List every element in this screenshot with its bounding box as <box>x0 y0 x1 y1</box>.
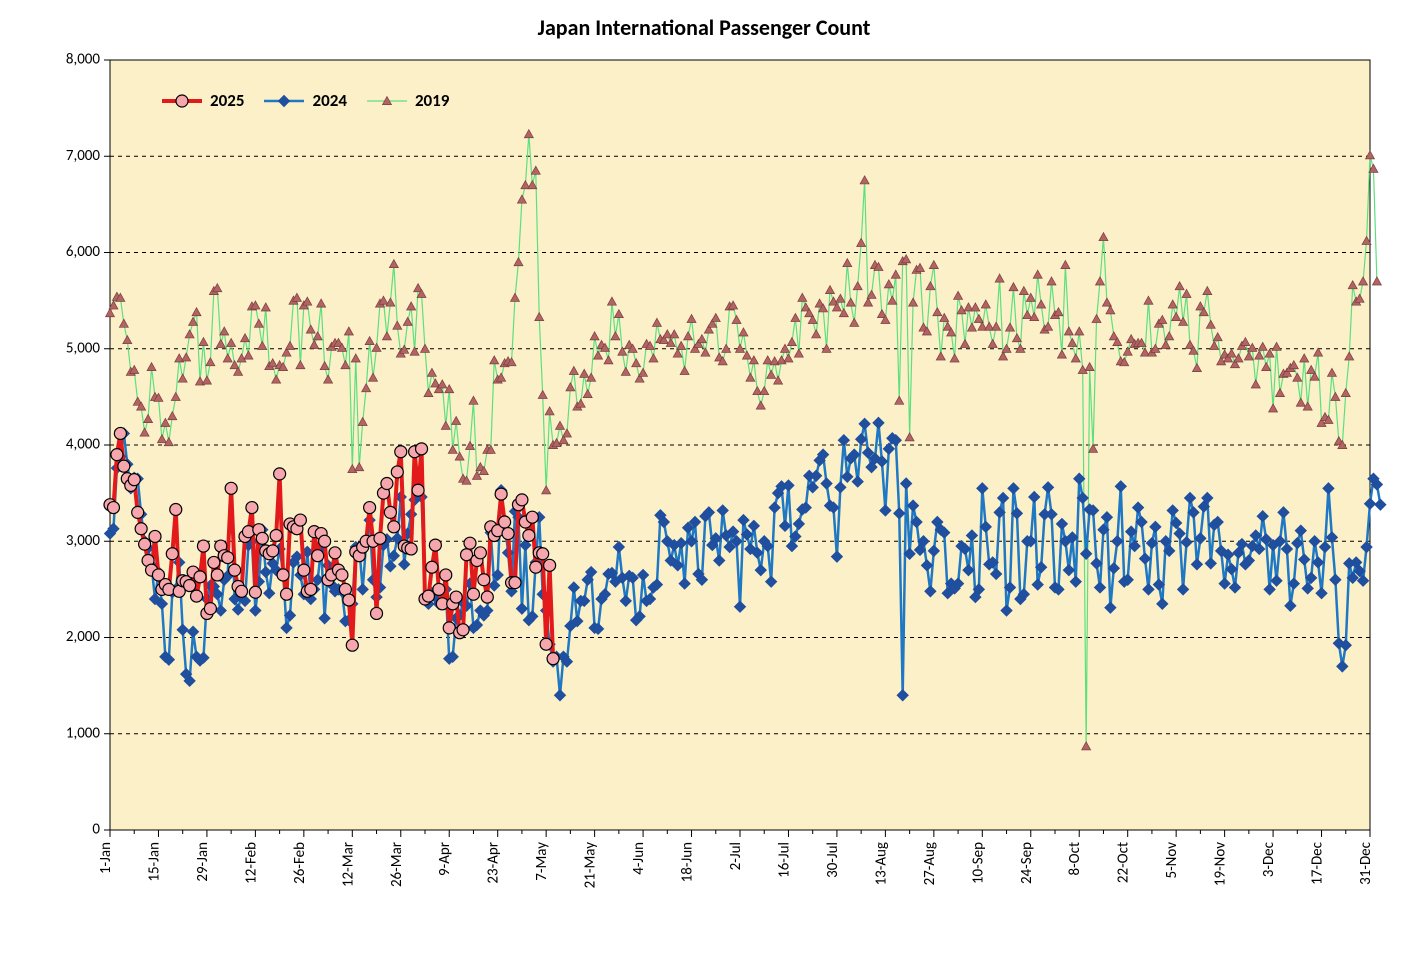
svg-text:29-Jan: 29-Jan <box>194 842 212 882</box>
svg-text:27-Aug: 27-Aug <box>921 842 939 885</box>
legend-label-2024: 2024 <box>312 90 346 111</box>
svg-text:7-May: 7-May <box>533 842 551 881</box>
svg-text:8,000: 8,000 <box>66 51 101 69</box>
svg-text:18-Jun: 18-Jun <box>679 842 697 882</box>
svg-text:22-Oct: 22-Oct <box>1115 842 1133 883</box>
svg-text:16-Jul: 16-Jul <box>775 842 793 878</box>
svg-text:31-Dec: 31-Dec <box>1357 841 1375 884</box>
svg-text:8-Oct: 8-Oct <box>1066 842 1084 876</box>
legend-item-2019: 2019 <box>365 90 449 111</box>
svg-text:23-Apr: 23-Apr <box>485 842 503 884</box>
svg-text:17-Dec: 17-Dec <box>1309 841 1327 884</box>
svg-text:2,000: 2,000 <box>66 628 101 646</box>
svg-text:1-Jan: 1-Jan <box>97 842 115 874</box>
chart-svg: 0 1,000 2,000 3,000 4,000 5,000 6,000 7,000 8,00… <box>0 0 1408 958</box>
svg-text:26-Feb: 26-Feb <box>291 842 309 884</box>
legend: 2025 2024 2019 <box>160 90 449 111</box>
legend-label-2019: 2019 <box>415 90 449 111</box>
svg-text:0: 0 <box>92 821 100 839</box>
svg-text:6,000: 6,000 <box>66 243 101 261</box>
legend-label-2025: 2025 <box>210 90 244 111</box>
svg-text:13-Aug: 13-Aug <box>872 842 890 885</box>
svg-text:1,000: 1,000 <box>66 724 101 742</box>
svg-text:19-Nov: 19-Nov <box>1212 842 1230 886</box>
legend-swatch-2019 <box>365 92 409 110</box>
svg-text:7,000: 7,000 <box>66 147 101 165</box>
legend-swatch-2025 <box>160 92 204 110</box>
svg-text:4,000: 4,000 <box>66 436 101 454</box>
svg-text:2-Jul: 2-Jul <box>727 842 745 870</box>
svg-text:9-Apr: 9-Apr <box>436 842 454 876</box>
svg-text:24-Sep: 24-Sep <box>1018 842 1036 884</box>
svg-text:30-Jul: 30-Jul <box>824 842 842 878</box>
chart-container: Japan International Passenger Count 0 1,0… <box>0 0 1408 958</box>
svg-text:15-Jan: 15-Jan <box>145 842 163 882</box>
chart-title: Japan International Passenger Count <box>0 14 1408 41</box>
svg-text:5,000: 5,000 <box>66 339 101 357</box>
legend-swatch-2024 <box>262 92 306 110</box>
svg-text:4-Jun: 4-Jun <box>630 842 648 875</box>
legend-item-2025: 2025 <box>160 90 244 111</box>
svg-text:3,000: 3,000 <box>66 532 101 550</box>
svg-text:12-Feb: 12-Feb <box>242 842 260 884</box>
svg-text:12-Mar: 12-Mar <box>339 842 357 887</box>
svg-text:3-Dec: 3-Dec <box>1260 841 1278 877</box>
svg-text:26-Mar: 26-Mar <box>388 842 406 887</box>
svg-text:21-May: 21-May <box>582 842 600 889</box>
legend-item-2024: 2024 <box>262 90 346 111</box>
svg-text:5-Nov: 5-Nov <box>1163 842 1181 879</box>
svg-text:10-Sep: 10-Sep <box>969 842 987 884</box>
